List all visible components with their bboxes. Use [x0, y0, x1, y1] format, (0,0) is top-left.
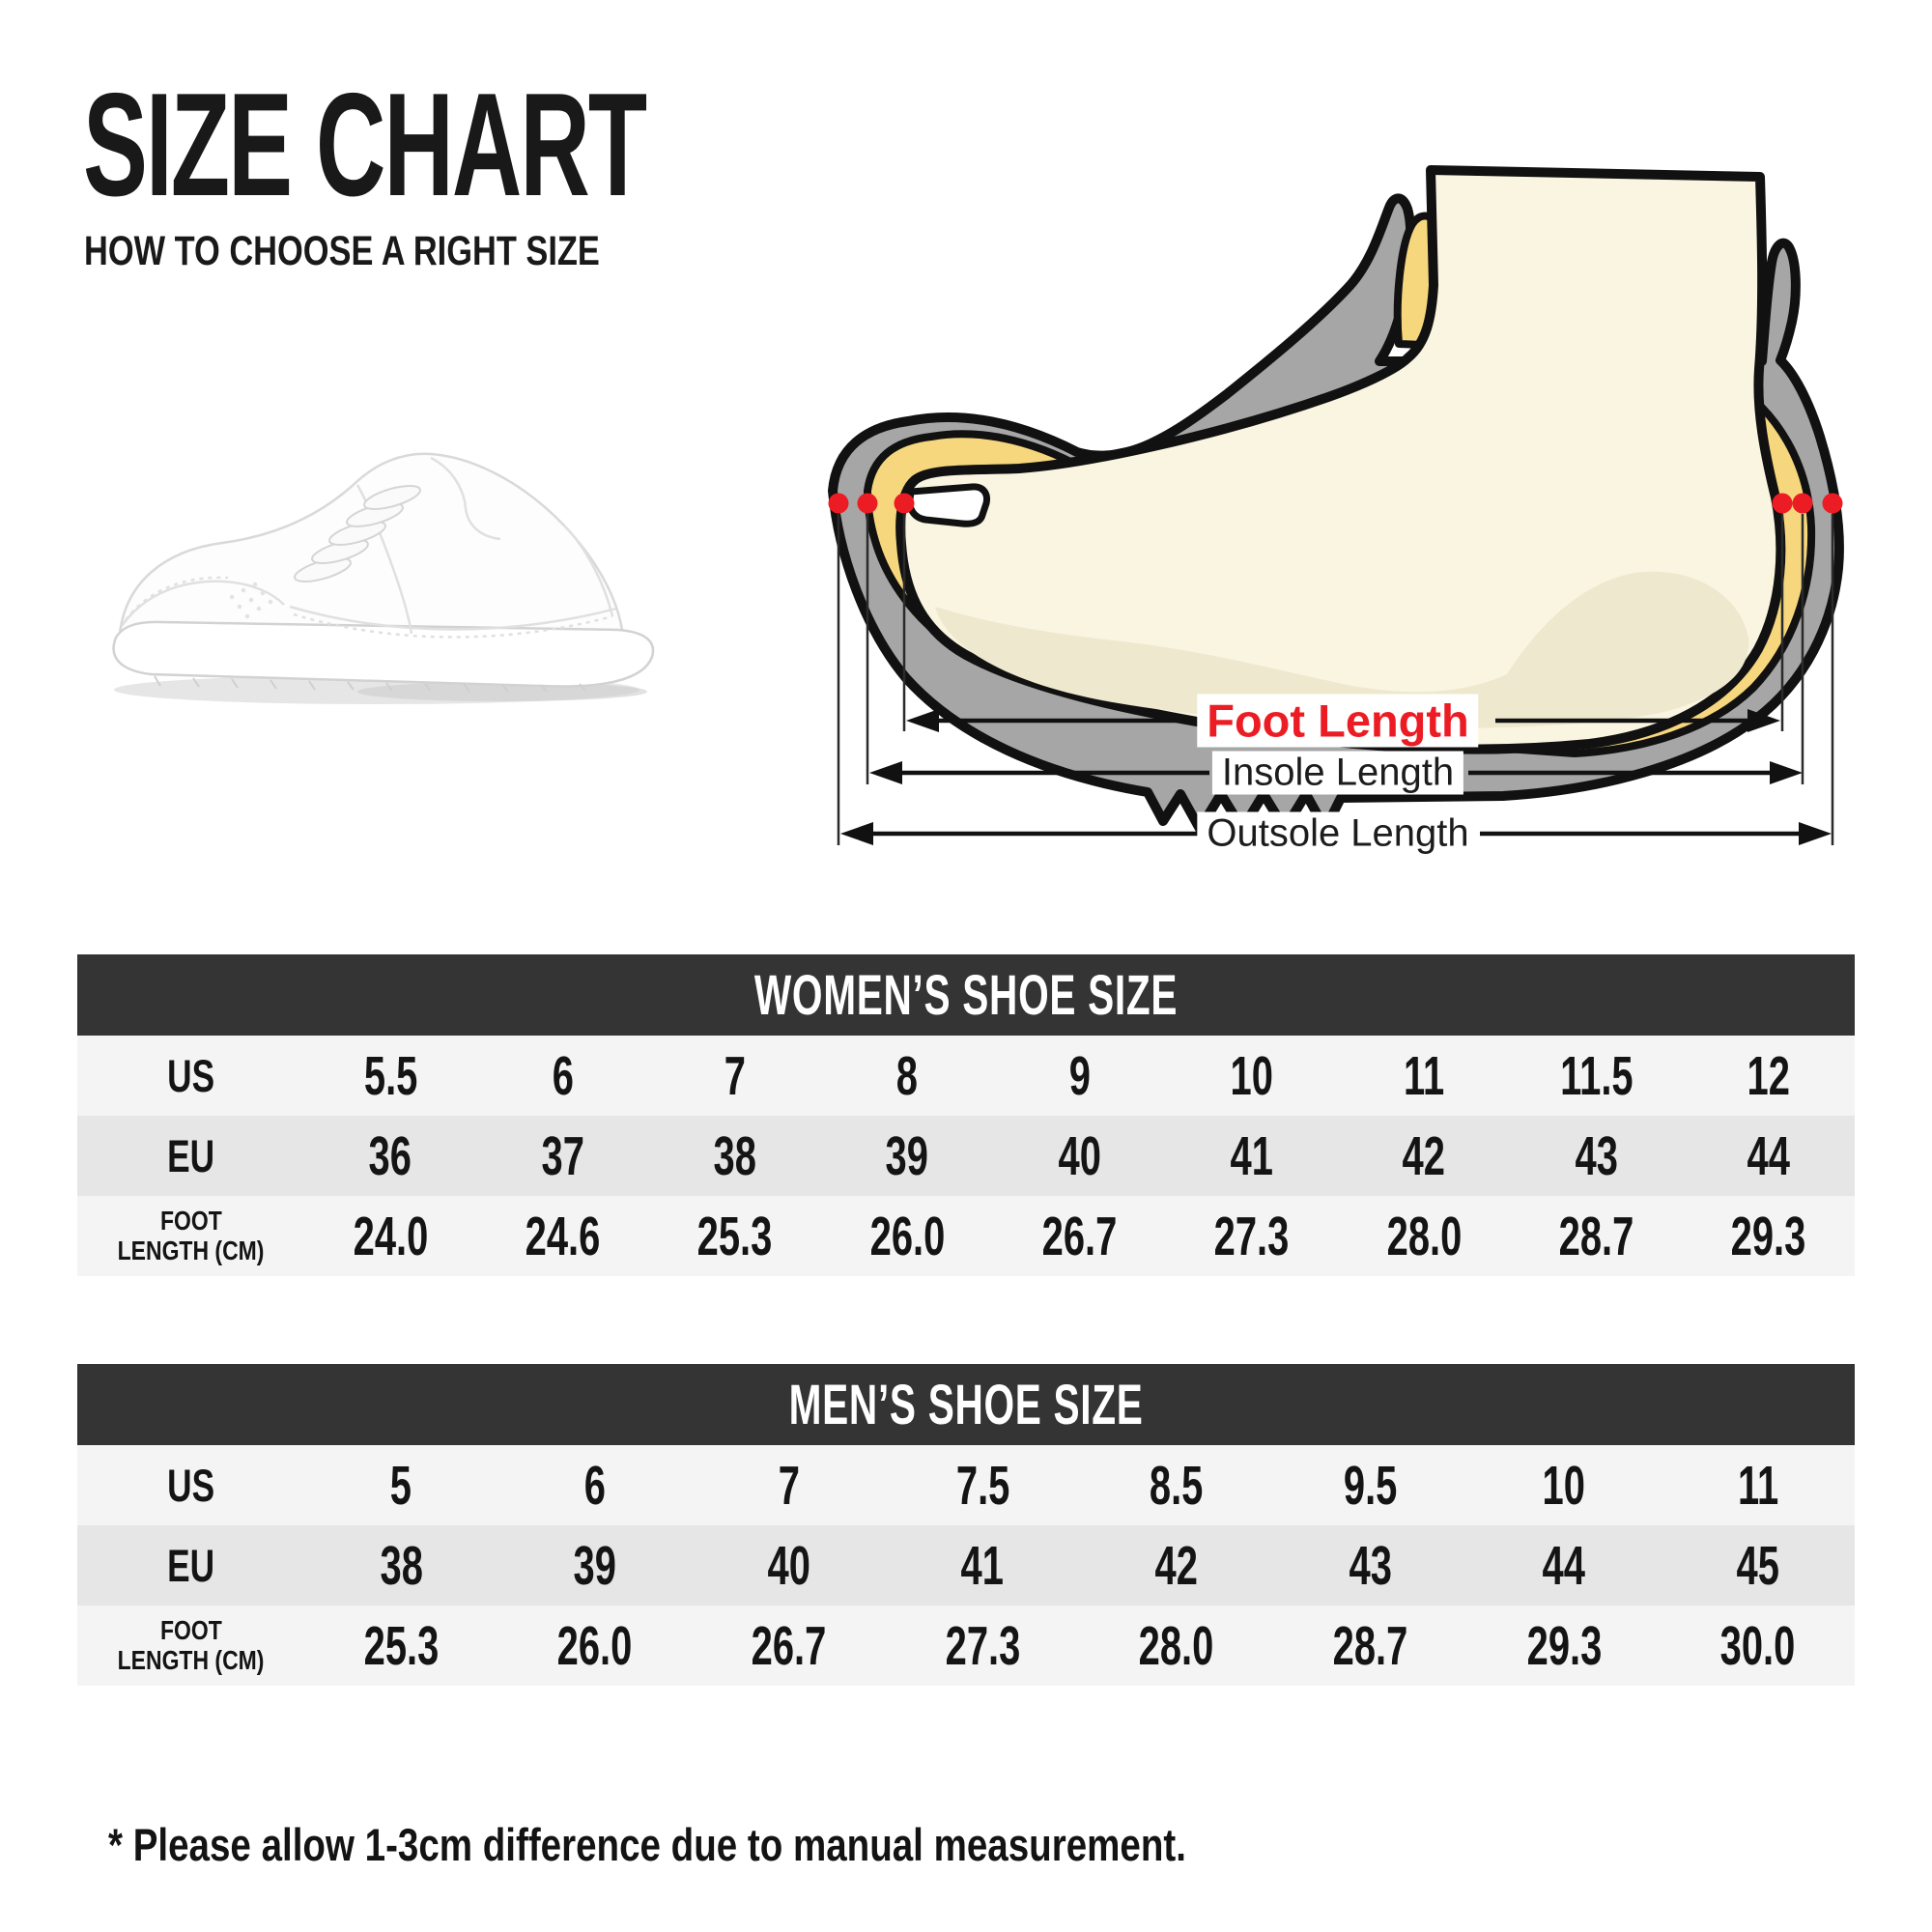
women-us-value: 8	[896, 1044, 919, 1107]
table-row: US 5 6 7 7.5 8.5 9.5 10 11	[77, 1445, 1855, 1525]
women-eu-value: 38	[713, 1124, 757, 1187]
men-us-value: 6	[583, 1454, 607, 1517]
women-us-value: 6	[552, 1044, 574, 1107]
women-footlength-value: 26.7	[1041, 1205, 1118, 1267]
row-values: 24.0 24.6 25.3 26.0 26.7 27.3 28.0 28.7 29.3	[304, 1205, 1855, 1268]
page-title: SIZE CHART	[83, 63, 647, 227]
row-label-eu: EU	[167, 1540, 214, 1591]
mens-table-title: MEN’S SHOE SIZE	[788, 1373, 1144, 1436]
foot-measurement-diagram	[828, 165, 1844, 845]
men-footlength-value: 26.0	[557, 1614, 633, 1677]
women-eu-value: 42	[1402, 1124, 1446, 1187]
women-eu-value: 40	[1058, 1124, 1101, 1187]
women-eu-value: 37	[541, 1124, 584, 1187]
arrow-heads	[840, 709, 1832, 845]
women-us-value: 9	[1068, 1044, 1091, 1107]
sneaker-upper	[118, 452, 624, 641]
men-footlength-value: 30.0	[1719, 1614, 1796, 1677]
toe-perforations	[229, 582, 273, 619]
men-eu-value: 41	[960, 1534, 1005, 1597]
men-footlength-value: 27.3	[945, 1614, 1021, 1677]
guide-lines	[837, 514, 1834, 845]
women-us-value: 7	[724, 1044, 746, 1107]
row-label-us: US	[167, 1050, 214, 1101]
row-values: 25.3 26.0 26.7 27.3 28.0 28.7 29.3 30.0	[304, 1614, 1855, 1678]
table-row: EU 38 39 40 41 42 43 44 45	[77, 1525, 1855, 1605]
men-us-value: 7.5	[955, 1454, 1009, 1517]
women-eu-value: 39	[885, 1124, 929, 1187]
women-us-value: 11	[1404, 1044, 1445, 1107]
women-eu-value: 41	[1230, 1124, 1273, 1187]
laces	[294, 485, 421, 582]
men-us-value: 10	[1542, 1454, 1586, 1517]
women-footlength-value: 25.3	[696, 1205, 773, 1267]
table-row: FOOT LENGTH (CM) 24.0 24.6 25.3 26.0 26.7 27.…	[77, 1196, 1855, 1276]
women-footlength-value: 24.0	[353, 1205, 428, 1267]
row-label-foot-length: FOOT LENGTH (CM)	[117, 1206, 265, 1265]
sneaker-sole	[112, 620, 655, 688]
men-footlength-value: 28.0	[1138, 1614, 1214, 1677]
women-footlength-value: 28.7	[1558, 1205, 1634, 1267]
women-us-value: 10	[1230, 1044, 1273, 1107]
women-eu-value: 43	[1575, 1124, 1618, 1187]
row-values: 5.5 6 7 8 9 10 11 11.5 12	[304, 1044, 1855, 1108]
row-values: 5 6 7 7.5 8.5 9.5 10 11	[304, 1454, 1855, 1518]
men-footlength-value: 26.7	[751, 1614, 827, 1677]
men-eu-value: 44	[1542, 1534, 1586, 1597]
row-label-us: US	[167, 1460, 214, 1511]
womens-table-header: WOMEN’S SHOE SIZE	[77, 954, 1855, 1036]
womens-table-title: WOMEN’S SHOE SIZE	[753, 963, 1179, 1027]
measurement-footnote: * Please allow 1-3cm difference due to m…	[108, 1819, 1186, 1870]
men-us-value: 7	[778, 1454, 800, 1517]
insole-length-label: Insole Length	[1211, 751, 1464, 795]
men-eu-value: 39	[573, 1534, 617, 1597]
row-label-eu: EU	[167, 1130, 214, 1181]
men-footlength-value: 29.3	[1526, 1614, 1602, 1677]
men-eu-value: 43	[1349, 1534, 1392, 1597]
table-row: FOOT LENGTH (CM) 25.3 26.0 26.7 27.3 28.0 28.…	[77, 1605, 1855, 1686]
mens-size-table: MEN’S SHOE SIZE US 5 6 7 7.5 8.5 9.5 10 11 EU 3…	[77, 1364, 1855, 1686]
women-eu-value: 36	[368, 1124, 412, 1187]
men-eu-value: 42	[1154, 1534, 1199, 1597]
men-us-value: 8.5	[1150, 1454, 1204, 1517]
women-footlength-value: 24.6	[525, 1205, 601, 1267]
women-footlength-value: 28.0	[1386, 1205, 1462, 1267]
toenail	[906, 483, 990, 527]
men-us-value: 11	[1737, 1454, 1778, 1517]
men-us-value: 9.5	[1343, 1454, 1398, 1517]
outsole-length-label: Outsole Length	[1197, 811, 1479, 856]
row-values: 38 39 40 41 42 43 44 45	[304, 1534, 1855, 1598]
page-subtitle: HOW TO CHOOSE A RIGHT SIZE	[84, 228, 600, 274]
women-eu-value: 44	[1747, 1124, 1790, 1187]
women-us-value: 11.5	[1559, 1044, 1634, 1107]
men-eu-value: 38	[380, 1534, 423, 1597]
women-us-value: 5.5	[363, 1044, 417, 1107]
womens-size-table: WOMEN’S SHOE SIZE US 5.5 6 7 8 9 10 11 11.5 12 E…	[77, 954, 1855, 1276]
mens-table-header: MEN’S SHOE SIZE	[77, 1364, 1855, 1445]
women-footlength-value: 26.0	[869, 1205, 945, 1267]
measure-points	[828, 493, 1843, 514]
men-eu-value: 40	[767, 1534, 810, 1597]
women-footlength-value: 29.3	[1730, 1205, 1806, 1267]
row-values: 36 37 38 39 40 41 42 43 44	[304, 1124, 1855, 1188]
foot-length-label: Foot Length	[1197, 694, 1479, 748]
men-footlength-value: 28.7	[1332, 1614, 1408, 1677]
foot-shading	[935, 571, 1749, 728]
measure-arrows	[871, 718, 1801, 837]
row-label-foot-length: FOOT LENGTH (CM)	[117, 1615, 265, 1675]
panel-seams	[120, 456, 617, 639]
sole-treads	[154, 675, 586, 693]
men-us-value: 5	[390, 1454, 412, 1517]
men-footlength-value: 25.3	[363, 1614, 440, 1677]
women-us-value: 12	[1747, 1044, 1790, 1107]
table-row: US 5.5 6 7 8 9 10 11 11.5 12	[77, 1036, 1855, 1116]
men-eu-value: 45	[1736, 1534, 1779, 1597]
table-row: EU 36 37 38 39 40 41 42 43 44	[77, 1116, 1855, 1196]
women-footlength-value: 27.3	[1213, 1205, 1290, 1267]
sneaker-photo	[112, 452, 655, 704]
